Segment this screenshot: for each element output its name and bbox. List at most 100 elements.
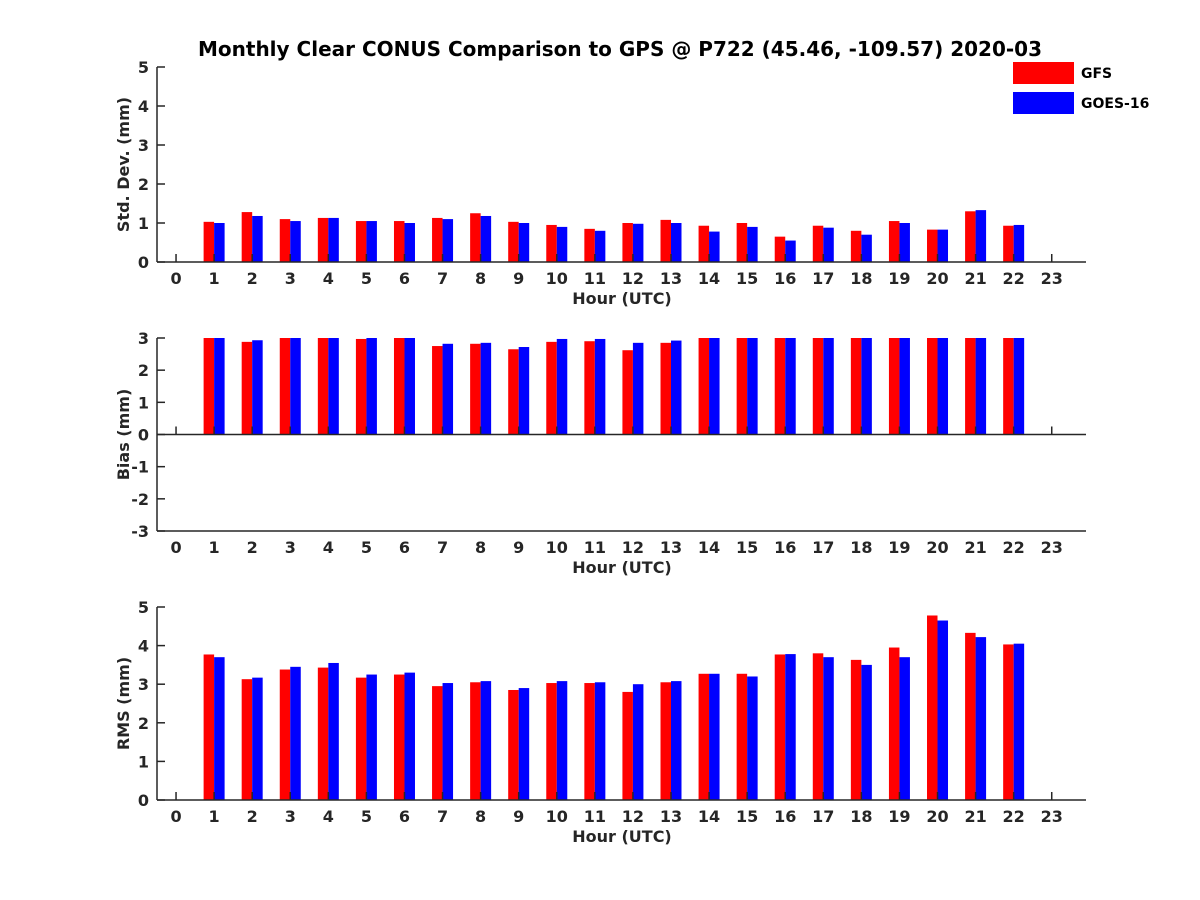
bar-gfs-22 xyxy=(1003,644,1014,800)
x-tick-label-23: 23 xyxy=(1041,269,1063,288)
bar-gfs-10 xyxy=(546,224,557,262)
bar-goes-16-4 xyxy=(328,338,339,435)
y-tick-label-0: 0 xyxy=(138,791,149,810)
x-tick-label-12: 12 xyxy=(622,807,644,826)
x-tick-label-17: 17 xyxy=(812,269,834,288)
y-axis-label: Bias (mm) xyxy=(114,389,133,481)
bar-gfs-11 xyxy=(584,228,595,262)
bar-gfs-5 xyxy=(355,221,367,262)
bar-gfs-14 xyxy=(698,225,710,262)
y-tick-label-1: 1 xyxy=(138,752,149,771)
bar-goes-16-8 xyxy=(480,342,492,435)
bar-goes-16-21 xyxy=(975,637,987,800)
legend-label-goes-16: GOES-16 xyxy=(1081,96,1149,112)
x-tick-label-1: 1 xyxy=(209,807,220,826)
bar-goes-16-1 xyxy=(214,657,225,800)
chart-panel-2: 0 1 2 3 4 5 6 7 8 9 10 11 12 13 14 15 16 17 18 19 20 21 22 23-3… xyxy=(114,329,1086,577)
bar-gfs-4 xyxy=(317,338,329,435)
x-tick-label-14: 14 xyxy=(698,807,720,826)
bar-gfs-21 xyxy=(965,338,976,435)
bar-goes-16-3 xyxy=(290,221,301,262)
bar-gfs-8 xyxy=(470,682,481,800)
bar-gfs-17 xyxy=(812,225,824,262)
bar-goes-16-22 xyxy=(1013,224,1025,262)
x-axis-label: Hour (UTC) xyxy=(572,289,672,308)
bar-goes-16-9 xyxy=(518,688,530,800)
bar-goes-16-8 xyxy=(480,215,492,262)
bar-gfs-14 xyxy=(698,338,710,435)
x-tick-label-10: 10 xyxy=(546,807,568,826)
bar-goes-16-19 xyxy=(899,338,910,435)
bar-gfs-13 xyxy=(660,342,671,435)
bar-goes-16-19 xyxy=(899,657,910,800)
x-tick-label-20: 20 xyxy=(926,269,948,288)
y-tick-label-1: 1 xyxy=(138,214,149,233)
bar-goes-16-4 xyxy=(328,217,339,262)
bar-gfs-16 xyxy=(774,338,786,435)
bar-gfs-10 xyxy=(546,341,557,435)
x-tick-label-9: 9 xyxy=(513,807,524,826)
bar-goes-16-1 xyxy=(214,223,225,262)
bar-gfs-22 xyxy=(1003,338,1014,435)
bar-gfs-14 xyxy=(698,673,710,800)
bar-gfs-1 xyxy=(203,654,215,800)
bar-goes-16-10 xyxy=(556,226,568,262)
y-tick-label-0: 0 xyxy=(138,253,149,272)
x-tick-label-18: 18 xyxy=(850,269,872,288)
x-tick-label-13: 13 xyxy=(660,807,682,826)
bar-goes-16-21 xyxy=(975,338,987,435)
bar-gfs-11 xyxy=(584,341,595,435)
bar-gfs-8 xyxy=(470,343,481,435)
bar-goes-16-7 xyxy=(442,219,454,262)
bar-gfs-5 xyxy=(355,338,367,435)
bar-goes-16-12 xyxy=(632,342,644,435)
x-tick-label-7: 7 xyxy=(437,807,448,826)
bar-gfs-2 xyxy=(241,212,253,262)
x-tick-label-11: 11 xyxy=(584,807,606,826)
x-tick-label-17: 17 xyxy=(812,538,834,557)
x-tick-label-7: 7 xyxy=(437,538,448,557)
bar-goes-16-15 xyxy=(747,338,758,435)
y-tick-label-2: 2 xyxy=(138,714,149,733)
bar-goes-16-16 xyxy=(785,338,796,435)
x-tick-label-3: 3 xyxy=(285,807,296,826)
x-tick-label-6: 6 xyxy=(399,538,410,557)
x-tick-label-15: 15 xyxy=(736,538,758,557)
bar-goes-16-2 xyxy=(252,677,263,800)
x-tick-label-15: 15 xyxy=(736,269,758,288)
bar-goes-16-16 xyxy=(785,654,796,800)
bar-goes-16-8 xyxy=(480,681,492,800)
x-tick-label-14: 14 xyxy=(698,269,720,288)
x-tick-label-9: 9 xyxy=(513,269,524,288)
bar-goes-16-6 xyxy=(404,338,415,435)
x-tick-label-16: 16 xyxy=(774,807,796,826)
x-tick-label-6: 6 xyxy=(399,807,410,826)
x-tick-label-16: 16 xyxy=(774,538,796,557)
bar-gfs-9 xyxy=(508,349,519,435)
bar-goes-16-15 xyxy=(747,226,758,262)
bar-gfs-13 xyxy=(660,682,671,800)
bar-goes-16-5 xyxy=(366,221,377,262)
bar-goes-16-10 xyxy=(556,681,568,800)
bar-gfs-8 xyxy=(470,213,481,262)
bar-gfs-10 xyxy=(546,683,557,800)
legend-swatch-gfs xyxy=(1013,62,1074,84)
bar-gfs-22 xyxy=(1003,225,1014,262)
bar-goes-16-2 xyxy=(252,340,263,435)
x-tick-label-20: 20 xyxy=(926,807,948,826)
bar-goes-16-3 xyxy=(290,338,301,435)
x-tick-label-21: 21 xyxy=(964,538,986,557)
y-axis-label: Std. Dev. (mm) xyxy=(114,97,133,232)
x-tick-label-2: 2 xyxy=(247,538,258,557)
x-tick-label-3: 3 xyxy=(285,269,296,288)
bar-gfs-20 xyxy=(927,338,938,435)
x-tick-label-4: 4 xyxy=(323,538,334,557)
bar-gfs-3 xyxy=(279,219,291,262)
bar-goes-16-7 xyxy=(442,683,454,800)
bar-goes-16-13 xyxy=(671,340,682,435)
chart-panel-3: 0 1 2 3 4 5 6 7 8 9 10 11 12 13 14 15 16 17 18 19 20 21 22 2301… xyxy=(114,598,1086,846)
bar-gfs-20 xyxy=(927,615,938,800)
x-tick-label-11: 11 xyxy=(584,269,606,288)
bar-goes-16-11 xyxy=(594,230,606,262)
bar-gfs-13 xyxy=(660,219,671,262)
